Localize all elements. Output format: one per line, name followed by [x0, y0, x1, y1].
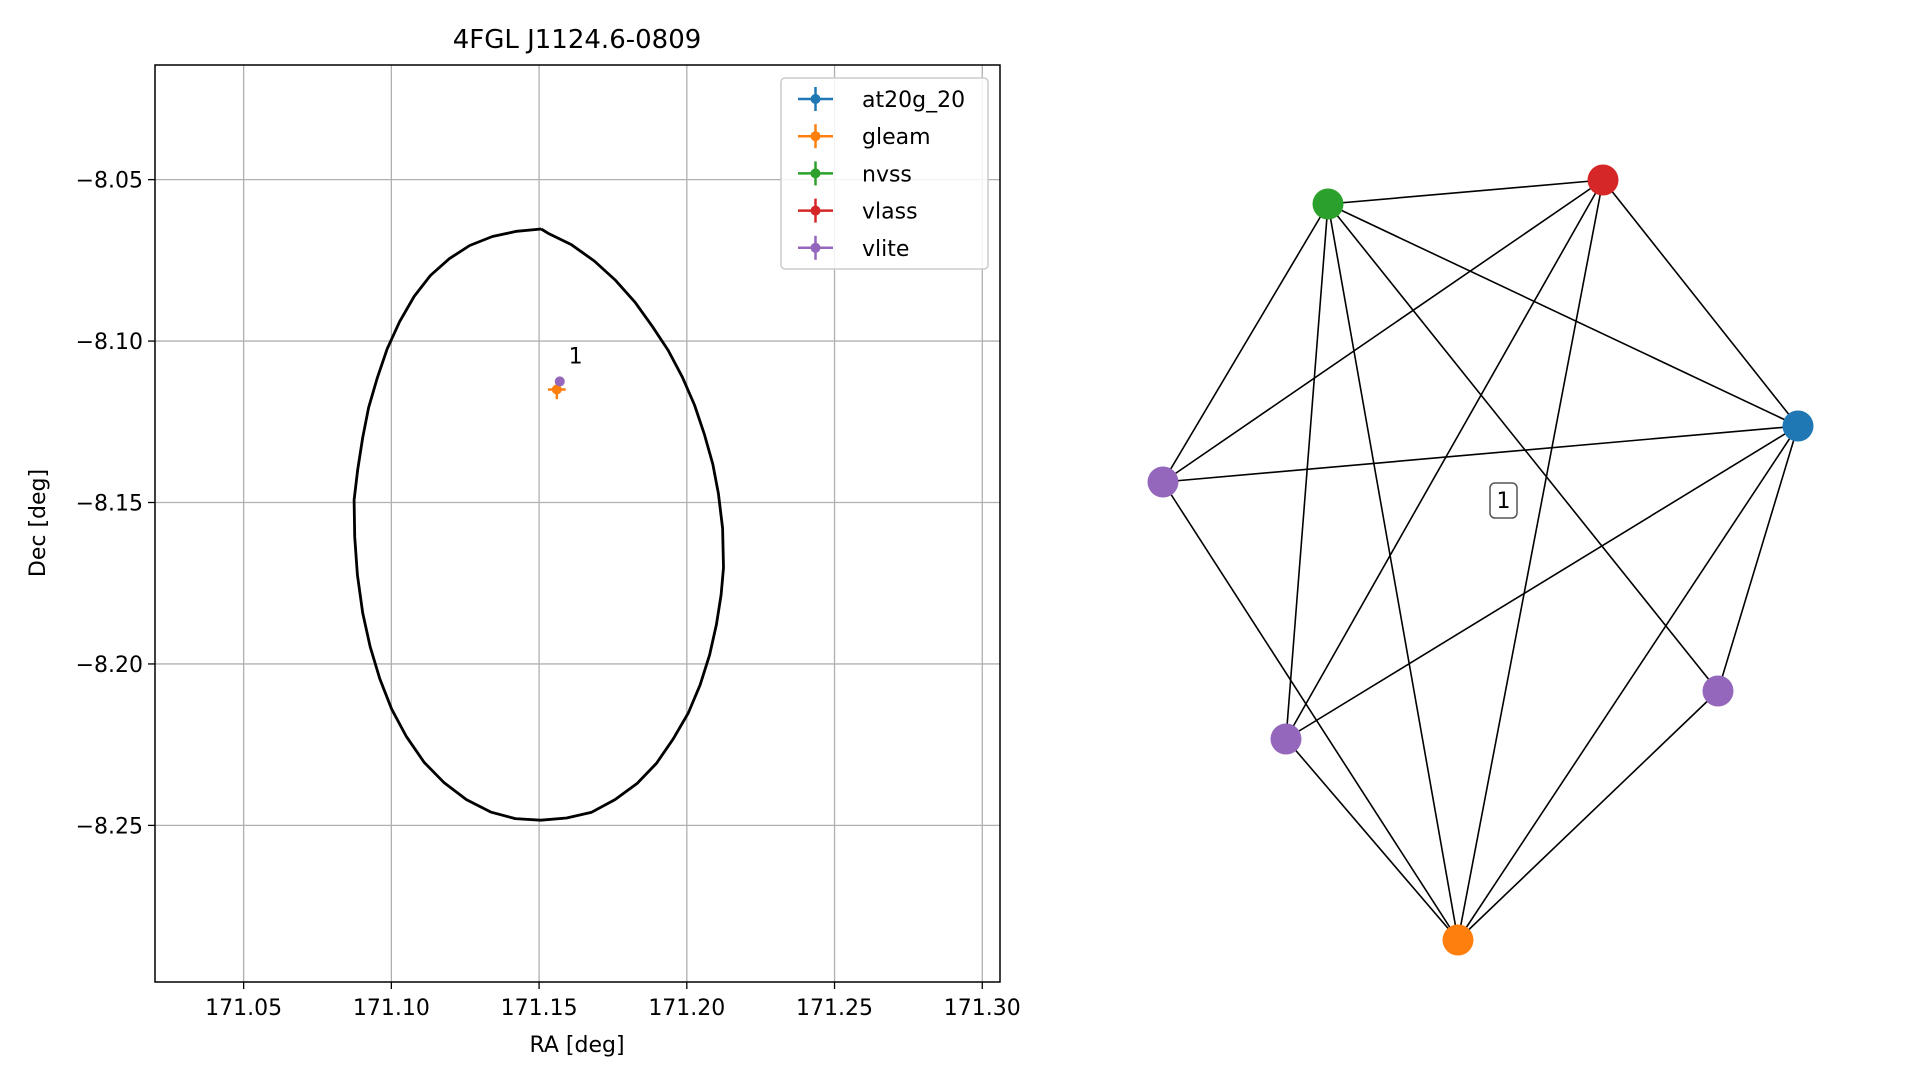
legend-marker: [810, 94, 821, 104]
edges-layer: [1162, 179, 1799, 941]
legend-item-nvss: nvss: [798, 161, 912, 187]
legend-marker: [810, 205, 821, 216]
y-tick-label: −8.05: [76, 169, 143, 194]
scatter-panel: 1 171.05 171.10 171.15 171.20 171.25 171.30 −…: [26, 25, 1021, 1058]
x-axis-label: RA [deg]: [529, 1033, 624, 1058]
x-tick-label: 171.05: [205, 996, 282, 1021]
legend-label: vlass: [862, 200, 918, 225]
y-tick-label: −8.15: [76, 492, 143, 517]
x-tick-label: 171.30: [944, 996, 1021, 1021]
legend-item-vlite: vlite: [798, 235, 909, 262]
point-marker: [551, 384, 562, 395]
network-node: [1702, 675, 1734, 707]
legend-item-gleam: gleam: [798, 124, 931, 150]
legend-marker: [810, 242, 821, 253]
network-label: 1: [1489, 482, 1518, 519]
network-edge: [1285, 738, 1459, 941]
x-tick-label: 171.15: [501, 996, 578, 1021]
x-tick-label: 171.10: [353, 996, 430, 1021]
points-layer: 1: [547, 345, 583, 400]
network-node: [1147, 466, 1179, 498]
network-label-text: 1: [1497, 489, 1511, 514]
nodes-layer: [1147, 164, 1814, 956]
legend-label: nvss: [862, 162, 912, 187]
axes-frame: [154, 64, 1001, 983]
legend-marker: [810, 131, 821, 142]
legend-label: vlite: [862, 237, 909, 262]
point-annotation: 1: [569, 345, 583, 370]
legend-item-at20g_20: at20g_20: [798, 87, 965, 113]
legend-marker: [810, 168, 821, 179]
legend-item-vlass: vlass: [798, 198, 918, 225]
network-edge: [1327, 203, 1799, 427]
network-edge: [1602, 179, 1799, 427]
network-edge: [1162, 425, 1799, 483]
network-edge: [1327, 203, 1459, 941]
x-tick-label: 171.25: [796, 996, 873, 1021]
y-tick-label: −8.25: [76, 814, 143, 839]
network-edge: [1162, 481, 1459, 941]
network-edge: [1162, 203, 1329, 483]
y-axis-ticks: −8.05 −8.10 −8.15 −8.20 −8.25: [76, 169, 155, 839]
y-tick-label: −8.10: [76, 330, 143, 355]
network-node: [1442, 924, 1474, 956]
legend-box: [780, 77, 989, 270]
data-point-vlite: [554, 376, 565, 387]
y-tick-label: −8.20: [76, 653, 143, 678]
legend-label: at20g_20: [862, 88, 965, 113]
network-edge: [1457, 690, 1719, 941]
network-panel: 1: [1147, 164, 1814, 956]
localization-ellipse: [352, 227, 725, 822]
network-edge: [1717, 425, 1799, 692]
x-axis-ticks: 171.05 171.10 171.15 171.20 171.25 171.30: [205, 982, 1021, 1021]
network-edge: [1285, 203, 1329, 740]
legend-label: gleam: [862, 125, 931, 150]
chart-title: 4FGL J1124.6-0809: [453, 25, 702, 55]
network-node: [1782, 410, 1814, 442]
network-node: [1587, 164, 1619, 196]
network-node: [1312, 188, 1344, 220]
network-edge: [1162, 179, 1604, 483]
ellipse-layer: [352, 227, 725, 822]
network-edge: [1457, 179, 1604, 941]
point-marker: [554, 376, 565, 387]
network-node: [1270, 723, 1302, 755]
network-edge: [1285, 425, 1799, 740]
network-label-box: [1489, 482, 1518, 519]
y-axis-label: Dec [deg]: [26, 469, 51, 577]
x-tick-label: 171.20: [648, 996, 725, 1021]
network-edge: [1285, 179, 1604, 740]
network-edge: [1327, 179, 1604, 205]
network-edge: [1327, 203, 1719, 692]
network-edge: [1457, 425, 1799, 941]
